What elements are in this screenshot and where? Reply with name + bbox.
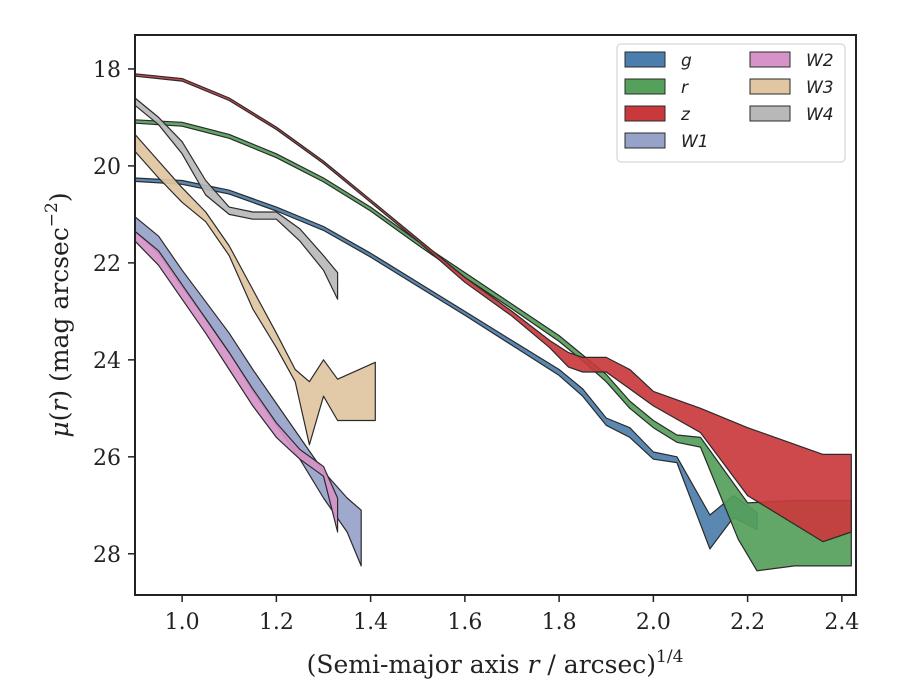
x-axis-label: (Semi-major axis r / arcsec)1/4 — [307, 647, 684, 679]
x-tick-label: 2.0 — [636, 610, 671, 635]
y-tick-label: 28 — [93, 543, 121, 568]
legend-box — [616, 43, 846, 163]
legend-swatch-w1 — [624, 132, 666, 149]
x-axis-label-variable: r — [528, 650, 542, 679]
band-w3 — [134, 133, 376, 446]
x-tick-label: 1.0 — [165, 610, 200, 635]
legend-label-g: g — [681, 51, 692, 71]
x-tick-label: 1.4 — [353, 610, 388, 635]
x-tick-label: 2.2 — [730, 610, 765, 635]
x-tick-label: 1.8 — [542, 610, 577, 635]
legend-swatch-g — [624, 51, 666, 68]
y-tick-label: 26 — [93, 446, 121, 471]
y-axis-label-mu: μ — [45, 421, 74, 437]
y-tick-label: 18 — [93, 58, 121, 83]
y-tick-label: 22 — [93, 252, 121, 277]
x-tick-label: 1.6 — [447, 610, 482, 635]
legend-swatch-w2 — [749, 51, 791, 68]
y-tick-label: 20 — [93, 155, 121, 180]
x-axis-ticks: 1.0 1.2 1.4 1.6 1.8 2.0 2.2 2.4 — [165, 595, 859, 635]
legend-label-r: r — [681, 78, 689, 98]
legend-label-w1: W1 — [681, 132, 709, 152]
plot-frame — [134, 34, 857, 596]
x-axis-label-exponent: 1/4 — [656, 647, 683, 667]
legend-label-w2: W2 — [806, 51, 834, 71]
profile-bands — [134, 73, 852, 572]
y-tick-label: 24 — [93, 349, 121, 374]
band-w4 — [134, 97, 339, 300]
y-axis-label-unit: ) (mag arcsec — [45, 227, 74, 400]
band-w2 — [134, 230, 339, 533]
legend-label-z: z — [680, 105, 691, 125]
legend: grz W1 W2 W3 W4 — [616, 43, 846, 163]
x-tick-label: 1.2 — [259, 610, 294, 635]
y-axis-label-exponent: −2 — [42, 202, 62, 227]
legend-swatch-r — [624, 78, 666, 95]
x-tick-label: 2.4 — [824, 610, 859, 635]
y-axis-ticks: 18 20 22 24 26 28 — [93, 58, 135, 568]
x-axis-label-unit: / arcsec) — [539, 650, 656, 679]
x-axis-label-main: (Semi-major axis — [307, 650, 528, 679]
band-r — [134, 119, 852, 572]
band-z — [134, 73, 852, 543]
y-axis-label-variable: r — [45, 398, 74, 412]
y-axis-label-end: ) — [45, 192, 74, 202]
legend-swatch-w3 — [749, 78, 791, 95]
y-axis-label: μ(r) (mag arcsec−2) — [42, 192, 74, 437]
legend-label-w3: W3 — [806, 78, 834, 98]
legend-label-w4: W4 — [806, 105, 834, 125]
y-axis-label-open: ( — [45, 412, 74, 422]
legend-swatch-z — [624, 105, 666, 122]
legend-swatch-w4 — [749, 105, 791, 122]
